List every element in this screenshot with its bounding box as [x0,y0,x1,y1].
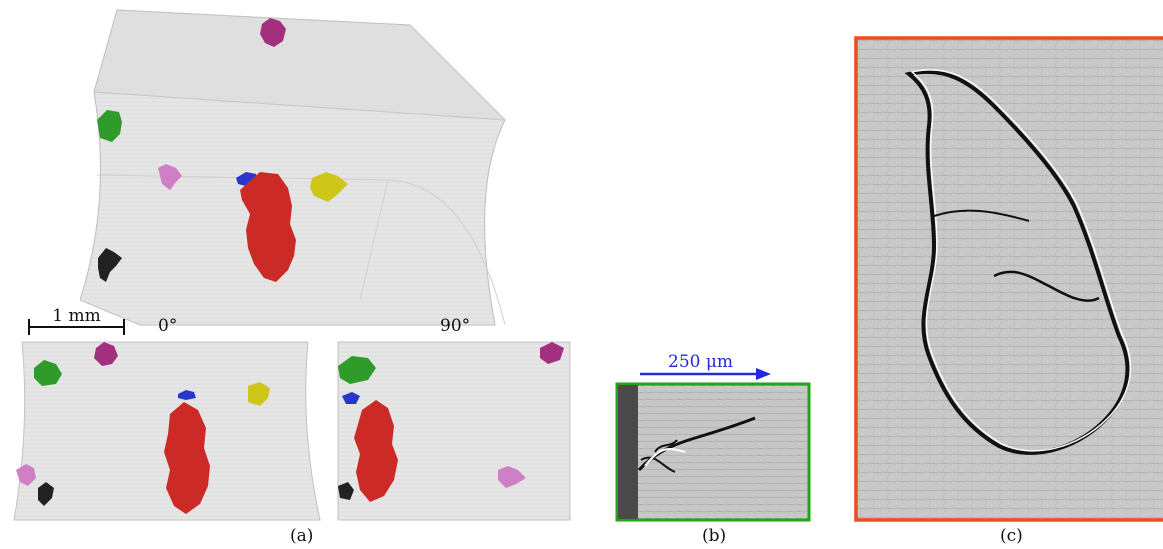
defect-red [240,172,296,282]
caption-b: (b) [702,526,727,546]
scale-bar-label: 1 mm [52,306,101,326]
panel-a-view-90 [337,341,571,521]
panel-a-3d-view [80,9,507,326]
caption-a: (a) [290,526,314,546]
view-angle-90: 90° [440,316,471,336]
scale-bar-250um: 250 μm [640,352,772,380]
defect-magenta [260,18,286,47]
scale-bar-250um-label: 250 μm [668,352,734,372]
panel-b-crack-image [615,382,811,522]
view-angle-0: 0° [158,316,178,336]
defect-green [97,110,122,142]
scale-bar-1mm: 1 mm [28,306,125,335]
caption-c: (c) [1000,526,1023,546]
panel-c-crack-image [854,36,1163,522]
panel-a-view-0 [13,341,321,521]
defect-black [98,248,122,282]
defect-yellow [310,172,348,202]
defect-pink [158,164,182,190]
